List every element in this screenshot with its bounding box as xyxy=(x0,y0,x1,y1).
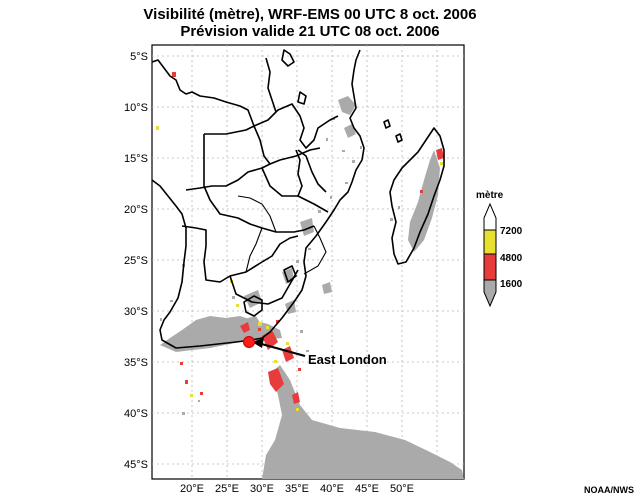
east-london-marker xyxy=(243,336,255,348)
coastline-borders xyxy=(152,49,445,349)
legend-swatch-yellow xyxy=(483,229,497,255)
annotation-arrowhead xyxy=(252,338,264,348)
lat-label-10s: 10°S xyxy=(124,102,148,114)
lat-label-20s: 20°S xyxy=(124,204,148,216)
lat-label-30s: 30°S xyxy=(124,306,148,318)
map-title-line1: Visibilité (mètre), WRF-EMS 00 UTC 8 oct… xyxy=(143,6,477,23)
lon-label-45e: 45°E xyxy=(355,483,379,495)
legend-label-7200: 7200 xyxy=(500,226,523,237)
lon-label-30e: 30°E xyxy=(250,483,274,495)
lon-label-35e: 35°E xyxy=(285,483,309,495)
lon-label-40e: 40°E xyxy=(320,483,344,495)
lat-label-40s: 40°S xyxy=(124,408,148,420)
lat-label-25s: 25°S xyxy=(124,255,148,267)
legend-swatch-gray xyxy=(483,279,497,308)
legend-label-1600: 1600 xyxy=(500,279,523,290)
map-title-line2: Prévision valide 21 UTC 08 oct. 2006 xyxy=(180,23,440,40)
lat-label-5s: 5°S xyxy=(130,51,148,63)
legend: mètre 7200 4800 1600 xyxy=(476,190,523,308)
lon-label-20e: 20°E xyxy=(180,483,204,495)
lon-label-25e: 25°E xyxy=(215,483,239,495)
credit-label: NOAA/NWS xyxy=(584,485,634,495)
legend-unit-label: mètre xyxy=(476,190,504,201)
legend-swatch-red xyxy=(483,253,497,281)
interior-borders xyxy=(237,195,327,275)
east-london-label: East London xyxy=(308,352,387,367)
legend-label-4800: 4800 xyxy=(500,253,523,264)
lat-label-15s: 15°S xyxy=(124,153,148,165)
lon-label-50e: 50°E xyxy=(390,483,414,495)
lat-labels: 5°S 10°S 15°S 20°S 25°S 30°S 35°S 40°S 4… xyxy=(124,51,148,471)
east-london-annotation: East London xyxy=(243,336,387,367)
lat-label-45s: 45°S xyxy=(124,459,148,471)
annotation-arrow-line xyxy=(257,341,306,358)
lon-labels: 20°E 25°E 30°E 35°E 40°E 45°E 50°E xyxy=(180,483,414,495)
lat-label-35s: 35°S xyxy=(124,357,148,369)
legend-top-arrow xyxy=(483,202,497,231)
map-frame xyxy=(151,44,465,480)
